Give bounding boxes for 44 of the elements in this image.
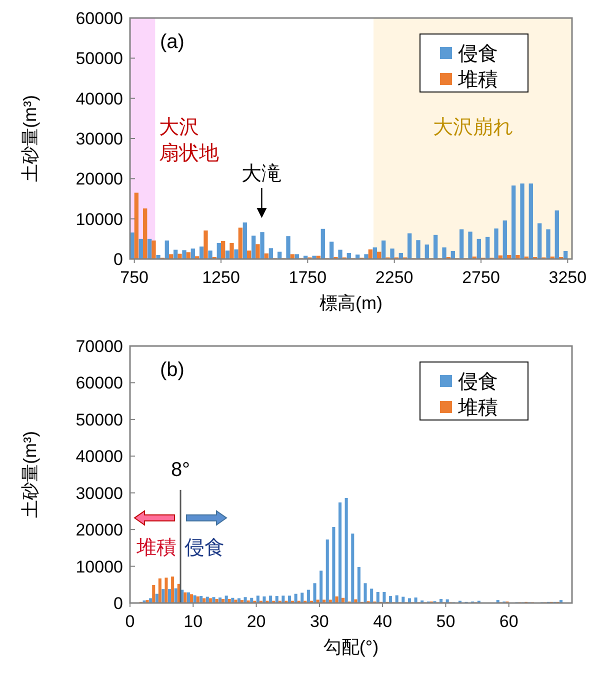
- text: (b): [160, 359, 184, 381]
- annotation: 大滝: [242, 163, 282, 186]
- band-label: 大沢崩れ: [432, 116, 513, 139]
- y-tick-label: 20000: [76, 520, 123, 540]
- legend-label: 堆積: [457, 397, 498, 419]
- y-tick-label: 30000: [76, 484, 123, 503]
- x-tick-label: 1750: [288, 268, 327, 287]
- x-tick-label: 750: [120, 268, 149, 287]
- annotation: 堆積: [136, 536, 177, 559]
- y-tick-label: 50000: [76, 49, 123, 68]
- x-tick-label: 1250: [202, 268, 240, 287]
- x-tick-label: 10: [184, 612, 203, 631]
- band-label: 大沢扇状地: [159, 116, 220, 165]
- x-tick-label: 2750: [462, 268, 500, 287]
- x-tick-label: 2250: [375, 268, 414, 287]
- y-tick-label: 40000: [76, 447, 123, 466]
- x-axis-title: 標高(m): [320, 293, 382, 313]
- legend-label: 堆積: [457, 69, 498, 91]
- y-tick-label: 40000: [76, 89, 123, 108]
- annotation: 侵食: [184, 536, 225, 559]
- y-tick-label: 60000: [76, 374, 123, 393]
- x-tick-label: 60: [499, 612, 518, 631]
- y-tick-label: 0: [114, 250, 123, 269]
- y-tick-label: 60000: [76, 9, 123, 28]
- x-axis-title: 勾配(°): [323, 637, 379, 657]
- text: (a): [160, 31, 184, 53]
- y-axis-title: 土砂量(m³): [20, 431, 40, 518]
- legend-label: 侵食: [458, 43, 498, 65]
- x-tick-label: 3250: [548, 268, 587, 287]
- y-tick-label: 10000: [76, 210, 123, 229]
- ref-line-label: 8°: [170, 458, 190, 481]
- y-tick-label: 20000: [76, 170, 123, 189]
- y-axis-title: 土砂量(m³): [20, 95, 40, 182]
- y-tick-label: 50000: [76, 410, 123, 430]
- x-tick-label: 20: [246, 612, 266, 631]
- x-tick-label: 40: [373, 612, 392, 631]
- x-tick-label: 0: [125, 612, 135, 631]
- legend-label: 侵食: [458, 371, 498, 393]
- x-tick-label: 30: [310, 612, 329, 631]
- x-tick-label: 50: [436, 612, 456, 631]
- y-tick-label: 70000: [76, 337, 123, 356]
- y-tick-label: 0: [114, 594, 123, 613]
- y-tick-label: 10000: [76, 557, 123, 576]
- y-tick-label: 30000: [76, 130, 123, 148]
